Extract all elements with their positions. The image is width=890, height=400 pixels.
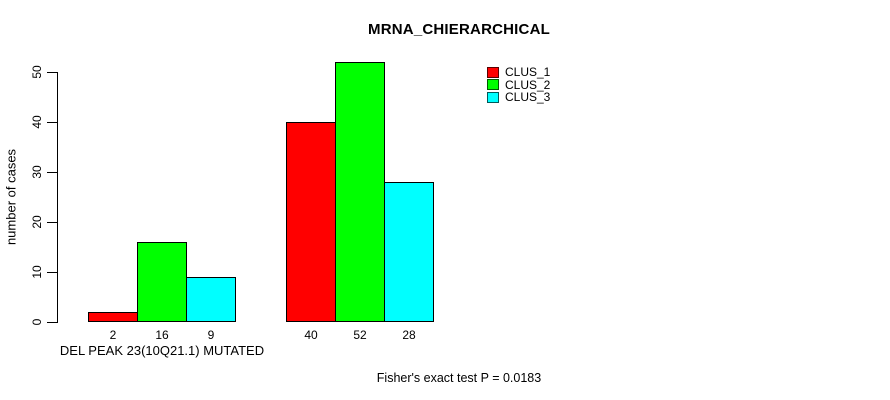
legend-swatch-icon bbox=[487, 91, 499, 103]
bar-value-label: 16 bbox=[155, 328, 169, 342]
y-tick-label: 0 bbox=[30, 318, 44, 326]
y-tick-mark bbox=[47, 122, 57, 123]
y-axis-label: number of cases bbox=[3, 148, 19, 246]
y-axis-line bbox=[57, 72, 58, 323]
bar-clus_1-group1 bbox=[88, 312, 138, 322]
x-axis-group-label: DEL PEAK 23(10Q21.1) MUTATED bbox=[59, 343, 265, 358]
legend-label: CLUS_2 bbox=[505, 77, 551, 92]
bar-value-label: 9 bbox=[207, 328, 215, 342]
p-value-annotation: Fisher's exact test P = 0.0183 bbox=[376, 371, 542, 385]
y-tick-label: 50 bbox=[30, 65, 44, 79]
legend-label: CLUS_3 bbox=[505, 90, 551, 105]
bar-value-label: 28 bbox=[402, 328, 416, 342]
legend-row-clus_1: CLUS_1 bbox=[487, 66, 550, 79]
bar-clus_2-group2 bbox=[335, 62, 385, 322]
bar-value-label: 40 bbox=[304, 328, 318, 342]
bar-clus_1-group2 bbox=[286, 122, 336, 322]
legend-row-clus_3: CLUS_3 bbox=[487, 91, 550, 104]
y-tick-mark bbox=[47, 172, 57, 173]
legend-label: CLUS_1 bbox=[505, 65, 551, 80]
legend-swatch-icon bbox=[487, 66, 499, 78]
y-tick-label: 40 bbox=[30, 115, 44, 129]
y-tick-mark bbox=[47, 322, 57, 323]
bar-clus_3-group1 bbox=[186, 277, 236, 322]
legend-row-clus_2: CLUS_2 bbox=[487, 79, 550, 92]
y-tick-label: 20 bbox=[30, 215, 44, 229]
chart-title: MRNA_CHIERARCHICAL bbox=[368, 21, 550, 38]
bar-value-label: 52 bbox=[353, 328, 367, 342]
y-tick-label: 10 bbox=[30, 265, 44, 279]
legend-swatch-icon bbox=[487, 79, 499, 91]
y-tick-mark bbox=[47, 272, 57, 273]
bar-clus_2-group1 bbox=[137, 242, 187, 322]
bar-clus_3-group2 bbox=[384, 182, 434, 322]
y-tick-mark bbox=[47, 72, 57, 73]
y-tick-label: 30 bbox=[30, 165, 44, 179]
bar-value-label: 2 bbox=[109, 328, 117, 342]
legend: CLUS_1 CLUS_2 CLUS_3 bbox=[487, 66, 550, 104]
y-tick-mark bbox=[47, 222, 57, 223]
